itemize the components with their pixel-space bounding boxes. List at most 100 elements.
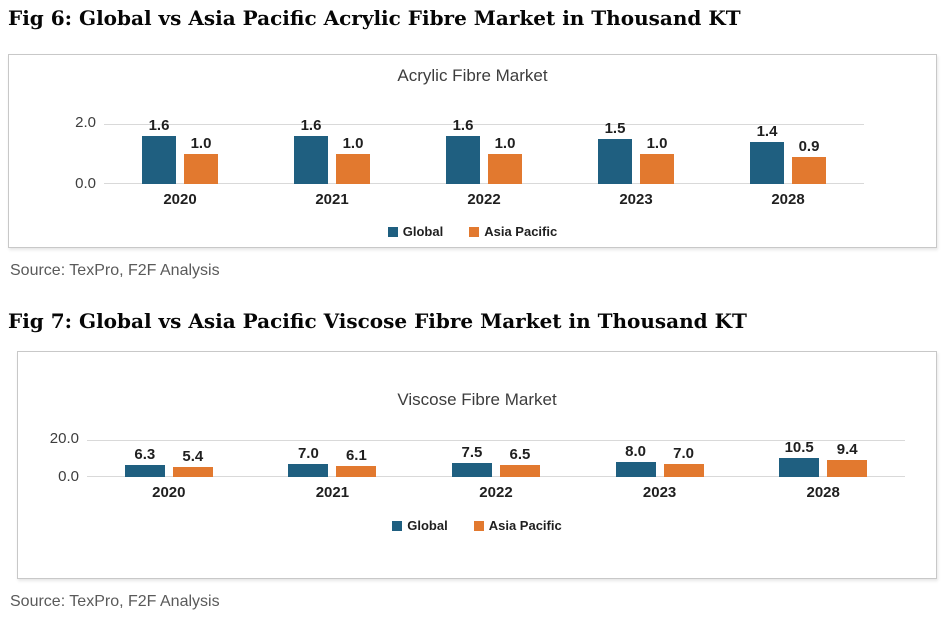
grid-area: 20.0 0.0 6.3 5.4 7.0 6.1 7.5 6.5 8.0 7.0 10.5 9.4 xyxy=(50,430,905,484)
bar-group-2020: 6.3 5.4 xyxy=(87,440,251,477)
bar-unit-global-2028: 1.4 xyxy=(750,124,784,184)
bar-value-label: 6.3 xyxy=(134,446,156,464)
y-axis-tick-label: 20.0 xyxy=(49,430,79,447)
legend-label-asia-pacific: Asia Pacific xyxy=(484,224,558,239)
bar-asia-pacific-2020 xyxy=(172,467,213,477)
bar-value-label: 0.9 xyxy=(798,138,820,155)
bar-global-2022 xyxy=(446,136,480,184)
x-axis-labels: 2020 2021 2022 2023 2028 xyxy=(18,484,936,501)
y-axis-tick-label: 0.0 xyxy=(75,174,96,192)
bar-unit-asia-pacific-2022: 1.0 xyxy=(488,136,522,184)
legend-item-global: Global xyxy=(387,224,444,239)
x-axis-label-2022: 2022 xyxy=(467,191,501,208)
gridline-top xyxy=(104,124,864,125)
bar-unit-asia-pacific-2028: 0.9 xyxy=(792,139,826,184)
bar-unit-asia-pacific-2021: 1.0 xyxy=(336,136,370,184)
legend-label-asia-pacific: Asia Pacific xyxy=(488,518,562,533)
bar-global-2020 xyxy=(124,465,165,477)
bar-unit-global-2021: 7.0 xyxy=(288,446,329,477)
bar-asia-pacific-2023 xyxy=(640,154,674,184)
bar-value-label: 1.0 xyxy=(190,135,212,152)
x-axis-labels: 2020 2021 2022 2023 2028 xyxy=(9,191,936,208)
gridline-baseline xyxy=(104,183,864,184)
bar-asia-pacific-2023 xyxy=(663,464,704,477)
x-axis-label-2021: 2021 xyxy=(315,484,350,501)
bar-value-label: 7.0 xyxy=(673,445,694,463)
bar-value-label: 1.6 xyxy=(452,117,474,134)
figure-6-section: Fig 6: Global vs Asia Pacific Acrylic Fi… xyxy=(0,0,945,280)
bar-group-2028: 10.5 9.4 xyxy=(741,440,905,477)
bar-value-label: 1.4 xyxy=(756,123,778,140)
bar-value-label: 9.4 xyxy=(836,440,858,458)
acrylic-bar-chart: 2.0 0.0 1.6 1.0 1.6 1.0 1.6 1.0 1.5 1.0 1.4 0.9 2020… xyxy=(9,114,936,239)
bar-global-2023 xyxy=(615,462,656,477)
x-axis-label-2020: 2020 xyxy=(152,484,186,501)
figure-6-heading: Fig 6: Global vs Asia Pacific Acrylic Fi… xyxy=(8,6,741,30)
bar-value-label: 5.4 xyxy=(182,448,204,465)
bar-group-2022: 1.6 1.0 xyxy=(408,118,560,184)
x-axis-label-2021: 2021 xyxy=(315,191,349,208)
bar-value-label: 7.5 xyxy=(461,444,483,462)
bar-unit-global-2022: 1.6 xyxy=(446,118,480,184)
bar-value-label: 1.0 xyxy=(342,135,364,152)
bar-unit-asia-pacific-2020: 1.0 xyxy=(184,136,218,184)
y-axis-tick-label: 2.0 xyxy=(75,114,96,131)
legend: Global Asia Pacific xyxy=(18,518,936,533)
gridline-baseline xyxy=(87,476,905,477)
figure-7-section: Fig 7: Global vs Asia Pacific Viscose Fi… xyxy=(0,308,945,611)
bar-asia-pacific-2028 xyxy=(792,157,826,184)
plot-area: 2.0 0.0 1.6 1.0 1.6 1.0 1.6 1.0 1.5 1.0 1.4 0.9 xyxy=(9,114,936,191)
acrylic-chart-panel: Acrylic Fibre Market 2.0 0.0 1.6 1.0 1.6 1.0 1… xyxy=(8,54,937,248)
bar-value-label: 1.5 xyxy=(604,120,626,137)
legend-swatch-asia-pacific xyxy=(473,520,484,531)
bar-group-2021: 1.6 1.0 xyxy=(256,118,408,184)
bar-value-label: 6.1 xyxy=(345,446,367,464)
viscose-bar-chart: 20.0 0.0 6.3 5.4 7.0 6.1 7.5 6.5 8.0 7.0 10.5 9.4 20… xyxy=(18,430,936,533)
bar-global-2022 xyxy=(451,463,492,477)
bar-unit-global-2020: 6.3 xyxy=(124,446,165,477)
legend-swatch-asia-pacific xyxy=(469,226,480,237)
bar-group-2022: 7.5 6.5 xyxy=(414,440,578,477)
bar-group-2023: 1.5 1.0 xyxy=(560,121,712,184)
x-axis-label-2022: 2022 xyxy=(479,484,513,501)
gridline-top xyxy=(87,440,905,441)
bar-groups: 1.6 1.0 1.6 1.0 1.6 1.0 1.5 1.0 1.4 0.9 xyxy=(104,118,864,184)
bar-unit-asia-pacific-2022: 6.5 xyxy=(499,446,540,477)
figure-6-source: Source: TexPro, F2F Analysis xyxy=(10,262,220,279)
figure-7-heading: Fig 7: Global vs Asia Pacific Viscose Fi… xyxy=(8,309,747,333)
bar-unit-asia-pacific-2023: 7.0 xyxy=(663,445,704,477)
bar-value-label: 6.5 xyxy=(509,446,531,463)
viscose-chart-title: Viscose Fibre Market xyxy=(397,390,557,409)
bar-unit-global-2022: 7.5 xyxy=(451,444,492,477)
x-axis-label-2028: 2028 xyxy=(771,191,805,208)
bar-value-label: 1.6 xyxy=(148,117,170,134)
bar-group-2028: 1.4 0.9 xyxy=(712,124,864,184)
bar-value-label: 1.0 xyxy=(646,135,668,152)
bar-asia-pacific-2022 xyxy=(488,154,522,184)
legend-item-asia-pacific: Asia Pacific xyxy=(473,518,562,533)
bar-value-label: 10.5 xyxy=(784,438,814,456)
plot-area: 20.0 0.0 6.3 5.4 7.0 6.1 7.5 6.5 8.0 7.0 10.5 9.4 xyxy=(18,430,936,484)
bar-asia-pacific-2020 xyxy=(184,154,218,184)
x-axis-label-2023: 2023 xyxy=(619,191,653,208)
bar-unit-global-2021: 1.6 xyxy=(294,118,328,184)
bar-global-2021 xyxy=(288,464,329,477)
bar-unit-asia-pacific-2028: 9.4 xyxy=(827,440,868,477)
bar-value-label: 1.6 xyxy=(300,117,322,134)
x-axis-label-2020: 2020 xyxy=(163,191,197,208)
bar-global-2021 xyxy=(294,136,328,184)
legend-label-global: Global xyxy=(402,224,444,239)
legend-swatch-global xyxy=(392,520,403,531)
legend-item-asia-pacific: Asia Pacific xyxy=(469,224,557,239)
bar-unit-global-2023: 1.5 xyxy=(598,121,632,184)
bar-groups: 6.3 5.4 7.0 6.1 7.5 6.5 8.0 7.0 10.5 9.4 xyxy=(87,440,905,477)
figure-7-source: Source: TexPro, F2F Analysis xyxy=(10,593,220,610)
bar-unit-global-2020: 1.6 xyxy=(142,118,176,184)
viscose-chart-panel: Viscose Fibre Market 20.0 0.0 6.3 5.4 7.0 6.1… xyxy=(17,351,937,579)
grid-area: 2.0 0.0 1.6 1.0 1.6 1.0 1.6 1.0 1.5 1.0 1.4 0.9 xyxy=(75,114,864,191)
bar-unit-global-2028: 10.5 xyxy=(779,438,820,477)
legend-item-global: Global xyxy=(392,518,448,533)
bar-asia-pacific-2022 xyxy=(499,465,540,477)
acrylic-chart-title: Acrylic Fibre Market xyxy=(397,66,548,85)
bar-group-2023: 8.0 7.0 xyxy=(578,440,742,477)
